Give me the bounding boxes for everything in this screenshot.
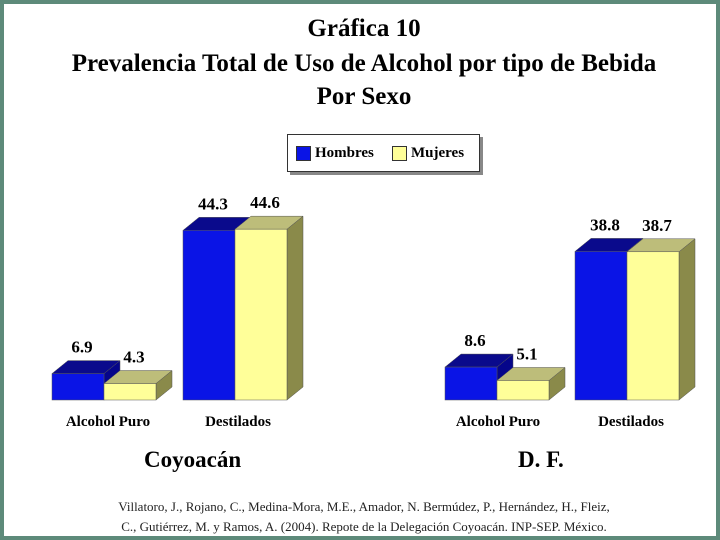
category-label-1-1: Destilados [598,414,664,430]
bar-1-1-mujeres [626,251,680,401]
category-label-0-1: Destilados [205,414,271,430]
data-label-0-0-mujeres: 4.3 [123,348,144,367]
bar-1-0-hombres [444,366,498,401]
category-label-1-0: Alcohol Puro [456,414,540,430]
panel-label-coyoacan: Coyoacán [144,447,242,472]
bar-0-1-hombres [182,230,236,401]
data-label-1-0-hombres: 8.6 [464,331,485,350]
data-label-0-1-mujeres: 44.6 [250,193,280,212]
bar-charts: 6.9 4.3 Alcohol Puro 44.3 44.6 Destilados 8.6 5… [51,193,696,430]
data-label-0-1-hombres: 44.3 [198,194,228,213]
chart-title-line-3: Por Sexo [316,83,412,110]
chart-title-line-2: Prevalencia Total de Uso de Alcohol por … [71,50,657,77]
chart-title-line-1: Gráfica 10 [307,15,421,42]
bar-0-0-mujeres [103,383,157,401]
legend-label-hombres: Hombres [315,145,374,161]
category-label-0-0: Alcohol Puro [66,414,150,430]
legend-item-mujeres: Mujeres [392,145,464,162]
bar-1-1-hombres [574,251,628,401]
bar-0-1-mujeres [234,228,288,401]
data-label-0-0-hombres: 6.9 [71,338,92,357]
data-label-1-1-hombres: 38.8 [590,215,620,234]
legend-item-hombres: Hombres [296,145,374,162]
data-label-1-1-mujeres: 38.7 [642,216,672,235]
legend: Hombres Mujeres [287,134,480,172]
bar-1-0-mujeres [496,380,550,401]
legend-swatch-hombres [296,146,311,161]
source-line-1: Villatoro, J., Rojano, C., Medina-Mora, … [118,499,610,514]
legend-swatch-mujeres [392,146,407,161]
bar-0-0-hombres [51,373,105,401]
bar-side-0-1-mujeres [286,215,304,401]
panel-label-df: D. F. [518,447,564,472]
data-label-1-0-mujeres: 5.1 [516,344,537,363]
bar-side-1-1-mujeres [678,238,696,401]
source-line-2: C., Gutiérrez, M. y Ramos, A. (2004). Re… [121,519,607,534]
legend-label-mujeres: Mujeres [411,145,465,161]
